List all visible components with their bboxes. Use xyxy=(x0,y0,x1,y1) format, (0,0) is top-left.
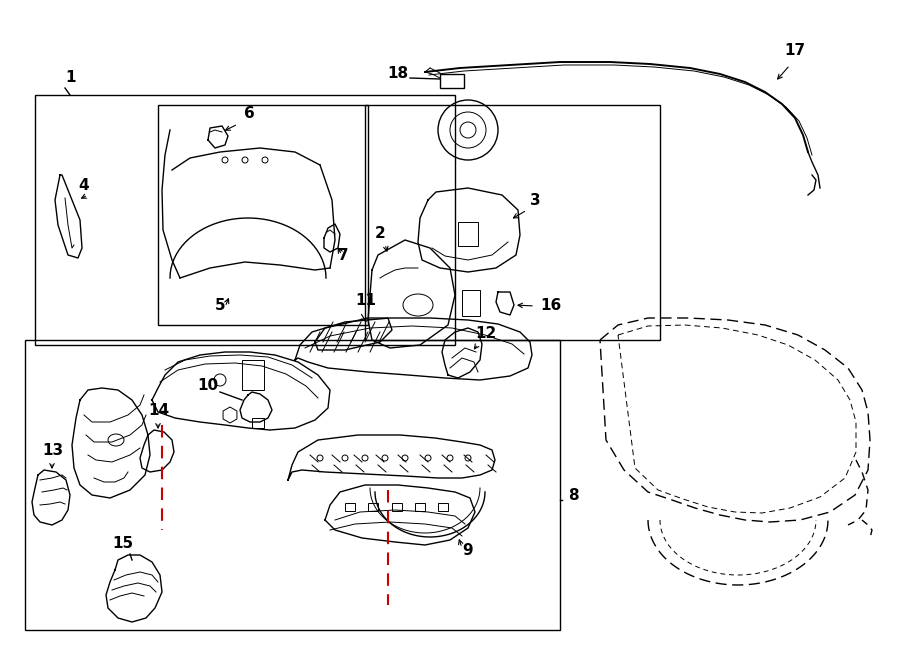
Text: 5: 5 xyxy=(215,298,226,313)
Text: 11: 11 xyxy=(355,293,376,308)
Bar xyxy=(458,222,478,246)
Text: 8: 8 xyxy=(568,488,579,503)
Bar xyxy=(368,503,378,511)
Bar xyxy=(392,503,402,511)
Bar xyxy=(25,340,560,630)
Bar xyxy=(415,503,425,511)
Bar xyxy=(35,95,455,345)
Text: 18: 18 xyxy=(387,66,408,81)
Text: 6: 6 xyxy=(244,106,255,121)
Bar xyxy=(242,360,264,390)
Text: 13: 13 xyxy=(42,443,63,458)
Text: 17: 17 xyxy=(784,43,806,58)
Text: 10: 10 xyxy=(197,378,218,393)
Text: 16: 16 xyxy=(540,298,562,313)
Text: 9: 9 xyxy=(462,543,472,558)
Text: 14: 14 xyxy=(148,403,169,418)
Text: 15: 15 xyxy=(112,536,133,551)
Bar xyxy=(252,418,264,428)
Bar xyxy=(440,74,464,88)
Bar xyxy=(365,105,660,340)
Bar xyxy=(462,290,480,316)
Text: 3: 3 xyxy=(530,193,541,208)
Text: 1: 1 xyxy=(65,70,76,85)
Text: 7: 7 xyxy=(338,248,348,263)
Bar xyxy=(158,105,368,325)
Text: 12: 12 xyxy=(475,326,496,341)
Bar xyxy=(345,503,355,511)
Bar xyxy=(438,503,448,511)
Text: 4: 4 xyxy=(78,178,88,193)
Text: 2: 2 xyxy=(375,226,386,241)
